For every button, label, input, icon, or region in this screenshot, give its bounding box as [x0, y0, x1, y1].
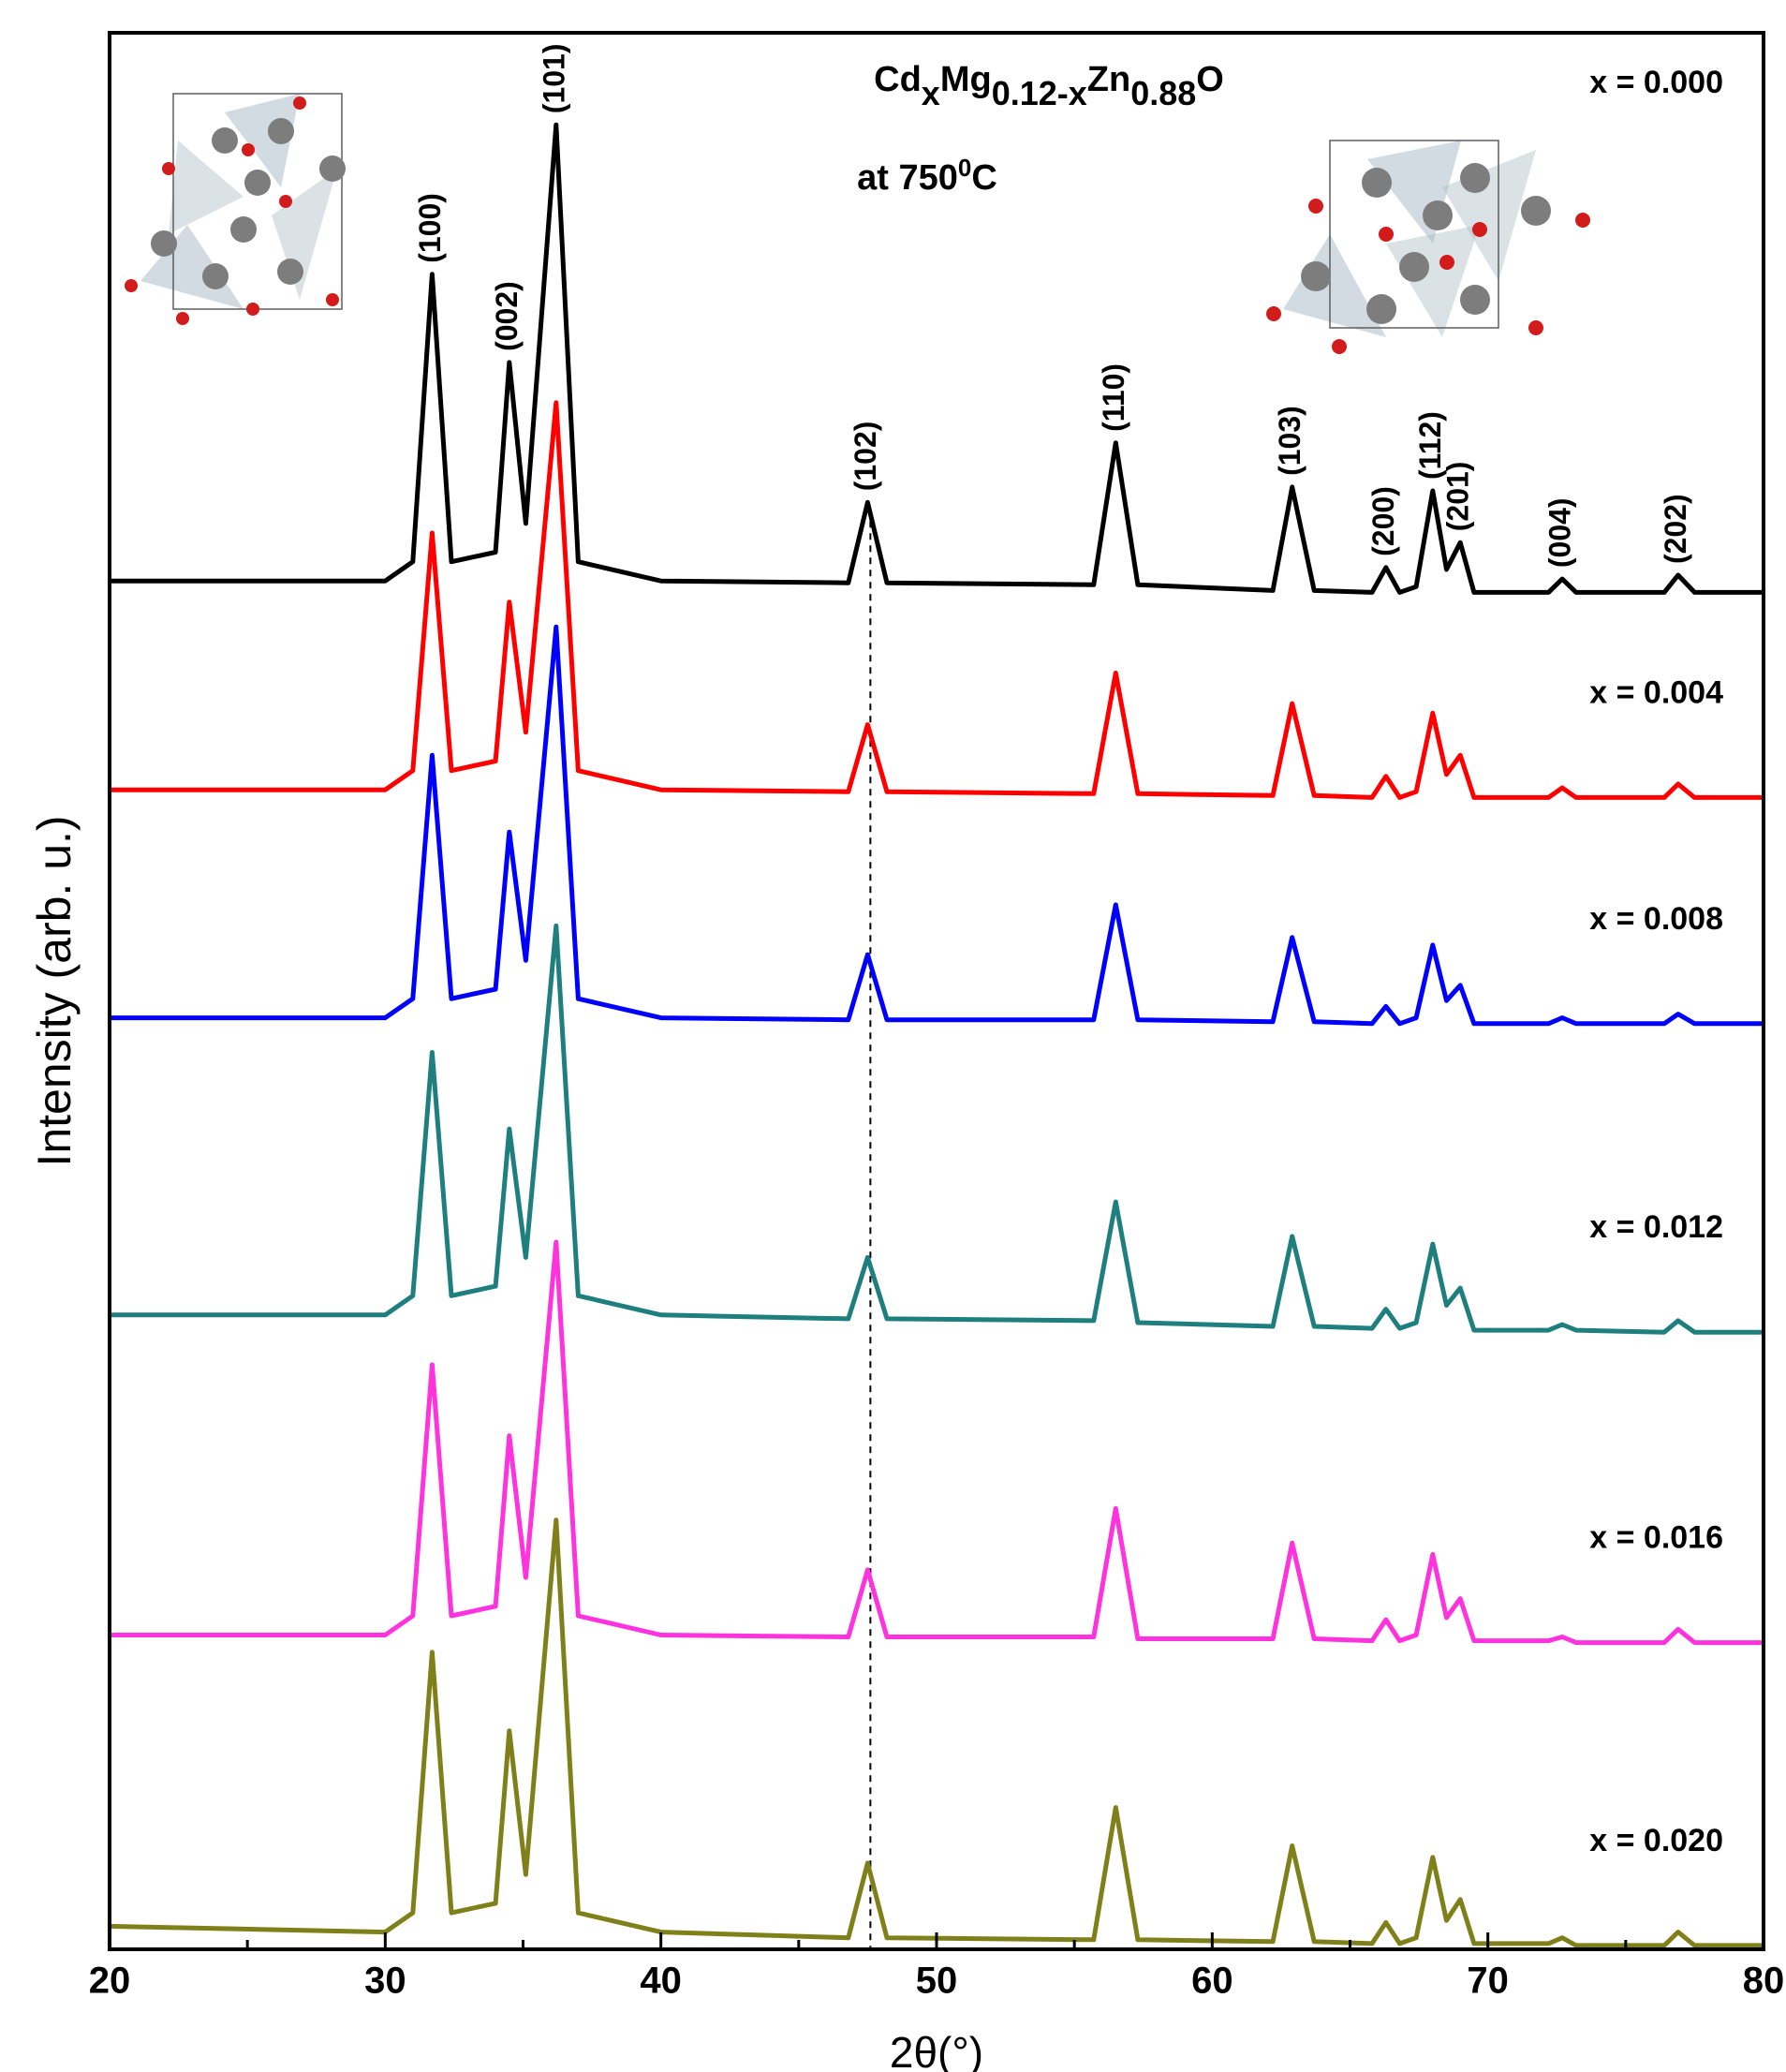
x-tick-label: 70: [1467, 1961, 1509, 2002]
crystal-inset: [1266, 140, 1590, 354]
x-tick-label: 80: [1743, 1961, 1785, 2002]
series-label: x = 0.008: [1589, 901, 1723, 937]
title-part: O: [1196, 60, 1224, 99]
peak-label: (002): [490, 281, 524, 351]
chart-subtitle: at 7500C: [857, 154, 997, 198]
x-tick-label: 40: [640, 1961, 682, 2002]
peak-label: (110): [1097, 363, 1130, 432]
peak-label: (103): [1273, 406, 1306, 476]
subtitle-part: at 750: [857, 158, 958, 198]
peak-label: (101): [537, 44, 570, 114]
y-axis-label: Intensity (arb. u.): [28, 815, 81, 1166]
series-line: [110, 122, 1764, 595]
title-part: x: [922, 74, 940, 112]
x-tick-label: 60: [1191, 1961, 1233, 2002]
subtitle-part: C: [971, 158, 996, 198]
plot-frame: [108, 31, 1765, 1951]
peak-label: (200): [1366, 486, 1400, 556]
x-axis-label: 2θ(°): [890, 2028, 983, 2072]
series-label: x = 0.016: [1589, 1520, 1723, 1556]
series-line: [110, 1239, 1764, 1646]
title-part: Cd: [874, 60, 922, 99]
series-label: x = 0.000: [1589, 65, 1723, 100]
peak-label: (102): [849, 422, 882, 492]
series-line: [109, 1517, 1764, 1948]
title-part: 0.88: [1130, 74, 1196, 112]
series-label: x = 0.012: [1589, 1209, 1723, 1245]
title-part: Zn: [1087, 60, 1130, 99]
x-tick-label: 20: [89, 1961, 131, 2002]
peak-label: (100): [413, 193, 447, 263]
series-label: x = 0.020: [1589, 1823, 1723, 1858]
series-line: [110, 400, 1764, 800]
series-line: [110, 624, 1764, 1027]
peak-label: (202): [1659, 494, 1692, 564]
title-part: Mg: [940, 60, 992, 99]
subtitle-part: 0: [958, 154, 971, 182]
x-tick-label: 30: [364, 1961, 406, 2002]
peak-label: (004): [1543, 497, 1577, 568]
peak-label: (201): [1441, 462, 1475, 532]
series-label: x = 0.004: [1589, 674, 1723, 710]
title-part: 0.12-x: [992, 74, 1087, 112]
series-line: [110, 923, 1764, 1335]
chart-title: CdxMg0.12-xZn0.88O: [874, 60, 1224, 112]
crystal-inset: [125, 93, 346, 325]
x-tick-label: 50: [916, 1961, 958, 2002]
peak-label: (112): [1413, 411, 1447, 480]
